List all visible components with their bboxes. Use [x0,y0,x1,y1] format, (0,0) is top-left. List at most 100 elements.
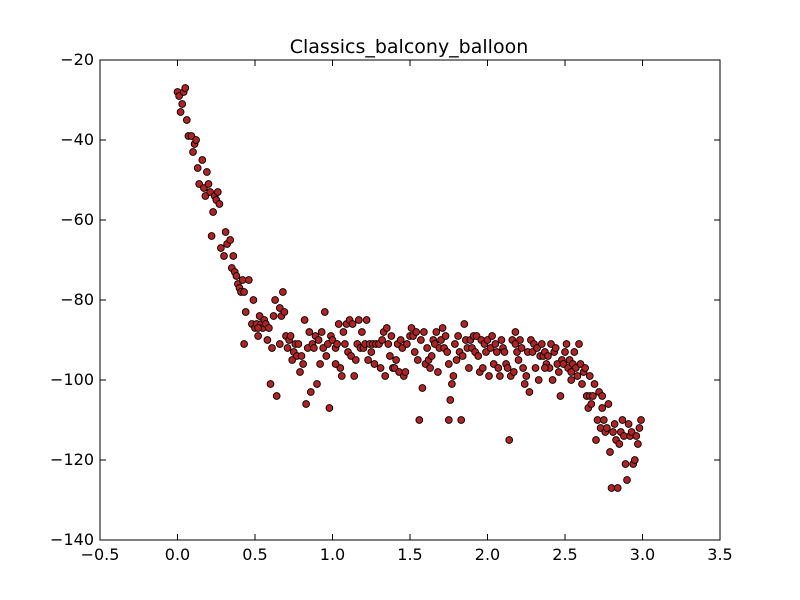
data-point [314,336,323,344]
data-point [348,320,357,328]
data-point [551,344,560,352]
data-point [561,348,569,356]
data-point [387,332,396,340]
data-point [320,308,329,316]
data-point [215,200,224,208]
data-point [534,376,543,384]
data-point [488,332,496,340]
data-point [302,400,310,408]
data-point [449,372,458,380]
data-point [322,352,331,360]
data-point [478,364,487,372]
data-point [178,100,187,108]
data-point [192,136,200,144]
data-point [423,344,431,352]
x-tick-label: 0.0 [165,545,190,564]
x-tick-label: 1.0 [320,545,345,564]
data-point [266,380,275,388]
data-point [410,348,419,356]
data-point [454,332,462,340]
data-point [599,416,608,424]
data-point [306,388,315,396]
data-point [604,400,613,408]
data-point [341,340,349,348]
ticks-layer: −0.5 0.0 0.5 1.0 1.5 2.0 2.5 3.0 3.5 −140 −120 −100… [50,50,733,564]
data-point [221,228,230,236]
data-point [334,320,343,328]
data-point [296,368,304,376]
data-point [381,372,390,380]
data-point [567,376,576,384]
y-tick-label: −120 [50,450,94,469]
data-point [337,372,346,380]
data-point [286,332,295,340]
data-point [585,372,594,380]
data-point [229,252,238,260]
data-point [310,344,318,352]
data-point [268,344,276,352]
x-tick-label: 1.5 [397,545,422,564]
data-point [443,348,452,356]
data-point [226,236,235,244]
data-point [280,308,289,316]
data-point [241,308,250,316]
data-point [624,420,633,428]
data-point [460,320,469,328]
data-point [613,484,622,492]
data-point [474,352,483,360]
y-tick-label: −80 [60,290,94,309]
data-point [514,356,523,364]
data-point [176,108,185,116]
data-point [432,328,441,336]
data-point [376,364,385,372]
data-point [458,352,467,360]
data-point [632,432,641,440]
y-tick-label: −140 [50,530,94,549]
data-point [570,348,579,356]
data-point [217,244,225,252]
data-point [590,380,599,388]
data-point [562,340,571,348]
data-point [635,424,644,432]
data-point [396,336,405,344]
data-point [317,328,326,336]
data-point [541,364,549,372]
data-point [254,332,262,340]
data-point [519,364,527,372]
data-point [621,460,630,468]
data-point [279,288,287,296]
y-tick-label: −100 [50,370,94,389]
data-point [207,232,216,240]
data-point [578,380,586,388]
data-point [511,328,520,336]
data-point [249,296,258,304]
x-tick-label: 2.0 [475,545,500,564]
data-point [189,148,197,156]
data-point [615,440,624,448]
x-tick-label: −0.5 [81,545,120,564]
data-point [294,340,303,348]
data-point [254,324,262,332]
data-point [198,156,207,164]
chart-title: Classics_balcony_balloon [290,36,529,58]
data-point [333,340,341,348]
data-point [556,392,565,400]
data-point [492,348,501,356]
data-point [244,276,253,284]
data-point [275,340,284,348]
data-point [300,316,309,324]
data-point [592,436,600,444]
data-point [537,340,546,348]
data-point [593,416,602,424]
data-point [554,368,563,376]
data-point [367,348,376,356]
data-point [426,364,434,372]
data-point [351,356,360,364]
data-point [465,364,473,372]
data-point [637,416,645,424]
data-point [446,396,455,404]
data-point [603,424,611,432]
data-point [587,400,596,408]
data-point [325,404,334,412]
data-point [364,356,372,364]
